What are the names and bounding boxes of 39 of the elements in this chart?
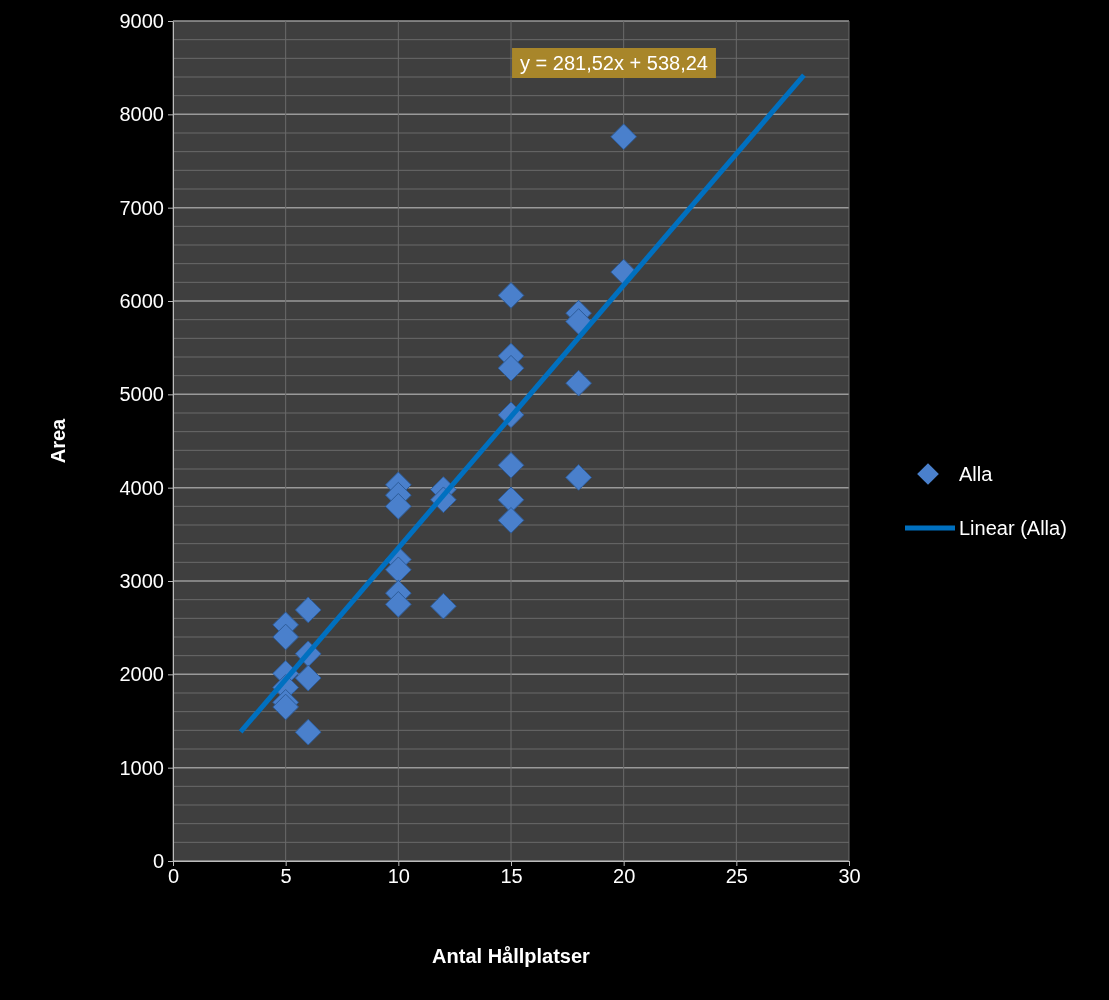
y-tick-label: 8000 [119, 103, 164, 126]
point [272, 693, 299, 721]
point [565, 308, 592, 335]
point [385, 493, 412, 520]
y-tick-label: 1000 [119, 756, 164, 779]
point [610, 123, 637, 151]
x-tick-label: 30 [838, 865, 861, 887]
x-tick-label: 20 [613, 865, 636, 887]
x-tick-label: 25 [725, 865, 748, 887]
point [294, 596, 322, 624]
legend-label: Linear (Alla) [959, 517, 1067, 539]
point [497, 451, 525, 479]
point [294, 664, 322, 692]
y-axis-title: Area [47, 417, 69, 464]
point [497, 282, 525, 309]
y-tick-label: 0 [152, 849, 164, 872]
point [430, 592, 457, 620]
y-tick-label: 4000 [119, 476, 164, 499]
y-tick-label: 3000 [119, 569, 164, 592]
x-tick-label: 10 [387, 865, 410, 887]
y-tick-label: 6000 [119, 289, 164, 312]
point [385, 591, 412, 618]
annotation: y = 281,52x + 538,24 [520, 52, 708, 74]
point [565, 464, 592, 491]
point [565, 369, 592, 397]
y-tick-label: 2000 [119, 663, 164, 686]
point [294, 718, 322, 746]
y-tick-label: 5000 [119, 383, 164, 406]
y-tick-label: 7000 [119, 196, 164, 219]
x-tick-label: 5 [280, 865, 292, 887]
point [497, 507, 525, 534]
x-tick-label: 15 [500, 865, 523, 887]
x-tick-label: 0 [167, 865, 180, 887]
y-tick-label: 9000 [119, 9, 164, 32]
x-axis-title: Antal Hållplatser [432, 945, 591, 967]
point [385, 556, 412, 584]
legend-label: Alla [959, 463, 994, 485]
point [272, 623, 299, 651]
point [497, 354, 525, 382]
